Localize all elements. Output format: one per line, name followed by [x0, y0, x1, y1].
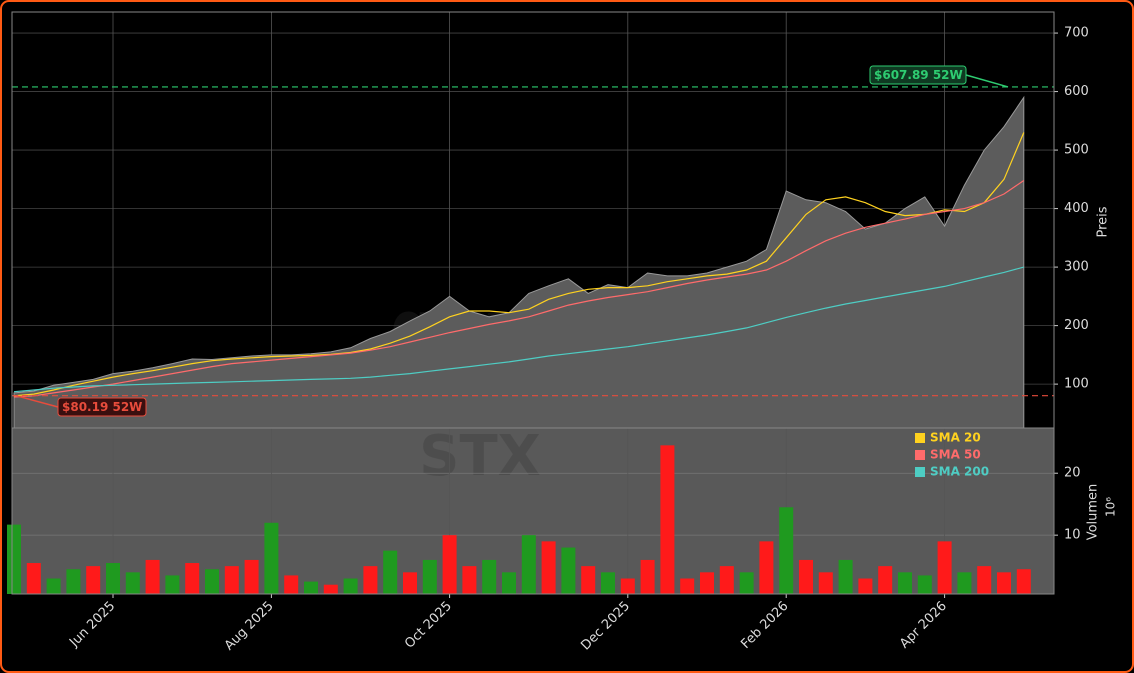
annotation-label: $607.89 52W [874, 68, 963, 82]
volume-bar [898, 572, 912, 594]
volume-bar [7, 524, 21, 594]
volume-bar [739, 572, 754, 594]
volume-bar [106, 563, 120, 594]
volume-bar [264, 522, 279, 594]
y-tick-label: 10 [1064, 528, 1081, 543]
volume-bar [442, 535, 457, 594]
volume-bar [858, 578, 873, 594]
annotation-label: $80.19 52W [62, 400, 142, 414]
volume-bar [917, 575, 932, 594]
volume-bar [46, 578, 61, 594]
volume-bar [680, 578, 695, 594]
y-tick-label: 100 [1064, 377, 1089, 392]
volume-bar [502, 572, 516, 594]
volume-bar [620, 578, 635, 594]
legend-swatch [915, 433, 925, 443]
volume-bar [601, 572, 615, 594]
y-tick-label: 20 [1064, 466, 1081, 481]
legend-label: SMA 20 [930, 431, 981, 445]
volume-bar [521, 535, 536, 594]
volume-bar [799, 559, 813, 594]
volume-bar [997, 572, 1011, 594]
volume-bar [205, 569, 219, 594]
sma-line [13, 266, 1024, 393]
y-tick-label: 300 [1064, 260, 1089, 275]
volume-bar [838, 559, 853, 594]
volume-bar [759, 541, 774, 594]
volume-bar [185, 563, 200, 594]
volume-bar [957, 572, 972, 594]
watermark-ticker: STX [419, 424, 541, 489]
price-area [13, 95, 1025, 429]
volume-bar [284, 575, 299, 594]
volume-bar [224, 566, 239, 594]
volume-bar [125, 572, 140, 594]
y-tick-label: 400 [1064, 201, 1089, 216]
volume-bar [977, 566, 992, 594]
annotation-box [869, 65, 967, 85]
volume-bar [462, 566, 477, 594]
plot-border [11, 11, 1055, 595]
volume-bar [660, 445, 675, 594]
volume-bar [66, 569, 81, 594]
y-axis-label: Preis [1096, 206, 1111, 237]
volume-bar [145, 559, 160, 594]
volume-bar [383, 550, 398, 594]
sma-line [13, 180, 1025, 398]
annotation-box [57, 397, 147, 417]
annotation-arrow [965, 74, 1009, 88]
y-tick-label: 600 [1064, 84, 1089, 99]
volume-bar [482, 559, 497, 594]
legend-swatch [915, 467, 925, 477]
y-axis-label: Volumen [1086, 484, 1101, 541]
volume-bar [165, 575, 180, 594]
volume-bar [561, 547, 576, 594]
volume-bar [779, 507, 794, 594]
y-tick-label: 200 [1064, 318, 1089, 333]
scale-label: 10⁶ [1104, 497, 1118, 517]
volume-bar [343, 578, 358, 594]
volume-bar [363, 566, 378, 594]
volume-bar [422, 559, 437, 594]
legend-swatch [915, 450, 925, 460]
y-tick-label: 700 [1064, 26, 1089, 41]
volume-bar [403, 572, 417, 594]
volume-bar [304, 581, 318, 594]
volume-bar [541, 541, 556, 594]
volume-bar [878, 566, 893, 594]
volume-bar [640, 559, 655, 594]
volume-bar [244, 559, 259, 594]
volume-bar [86, 566, 101, 594]
volume-bar [581, 566, 596, 594]
volume-bar [1016, 569, 1031, 594]
y-tick-label: 500 [1064, 143, 1089, 158]
volume-bar [937, 541, 952, 594]
sma-line [13, 132, 1025, 397]
annotation-arrow [15, 394, 59, 408]
legend-label: SMA 200 [930, 465, 989, 479]
volume-bar [818, 572, 833, 594]
legend-label: SMA 50 [930, 448, 981, 462]
volume-bar [26, 563, 41, 594]
volume-bar [323, 584, 338, 594]
volume-bar [700, 572, 714, 594]
volume-bar [719, 566, 734, 594]
